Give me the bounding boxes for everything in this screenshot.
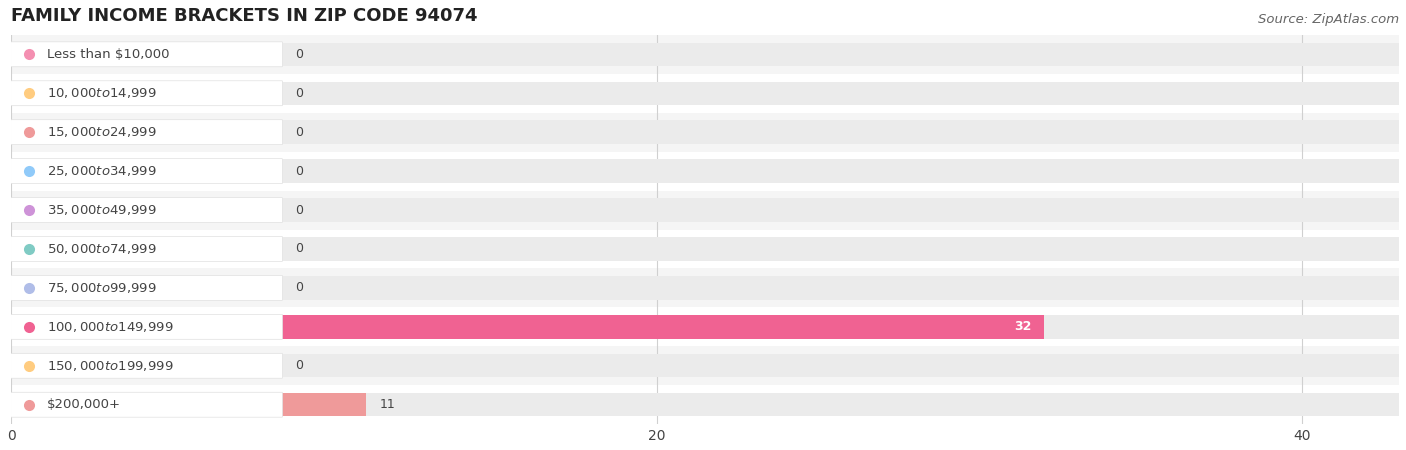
FancyBboxPatch shape [11,275,283,301]
Text: FAMILY INCOME BRACKETS IN ZIP CODE 94074: FAMILY INCOME BRACKETS IN ZIP CODE 94074 [11,7,478,25]
Text: $75,000 to $99,999: $75,000 to $99,999 [46,281,156,295]
Bar [11,237,1399,261]
FancyBboxPatch shape [11,353,283,378]
Bar [11,315,1045,338]
Text: Less than $10,000: Less than $10,000 [46,48,169,61]
Bar [11,112,1399,152]
Bar [11,354,1399,378]
Text: $15,000 to $24,999: $15,000 to $24,999 [46,125,156,139]
Text: $150,000 to $199,999: $150,000 to $199,999 [46,359,173,373]
Bar [11,198,1399,222]
Bar [11,307,1399,346]
Bar [11,269,1399,307]
Text: $200,000+: $200,000+ [46,398,121,411]
Bar [11,230,1399,269]
FancyBboxPatch shape [11,237,283,261]
Text: 0: 0 [295,126,302,139]
Text: 0: 0 [295,203,302,216]
Text: Source: ZipAtlas.com: Source: ZipAtlas.com [1258,14,1399,27]
Text: 32: 32 [1014,320,1031,333]
Bar [11,385,1399,424]
Bar [11,346,1399,385]
Text: $50,000 to $74,999: $50,000 to $74,999 [46,242,156,256]
Text: 0: 0 [295,165,302,178]
Bar [11,191,1399,230]
Text: 11: 11 [380,398,395,411]
Bar [11,74,1399,112]
Bar [11,315,1399,338]
Text: 0: 0 [295,281,302,294]
Bar [11,276,1399,300]
FancyBboxPatch shape [11,159,283,184]
Text: 0: 0 [295,243,302,256]
FancyBboxPatch shape [11,198,283,222]
Text: $100,000 to $149,999: $100,000 to $149,999 [46,320,173,334]
FancyBboxPatch shape [11,81,283,106]
Text: $25,000 to $34,999: $25,000 to $34,999 [46,164,156,178]
Bar [11,152,1399,191]
Text: 0: 0 [295,48,302,61]
FancyBboxPatch shape [11,42,283,67]
FancyBboxPatch shape [11,392,283,417]
Bar [11,393,367,416]
Bar [11,121,1399,144]
Bar [11,81,1399,105]
FancyBboxPatch shape [11,315,283,339]
FancyBboxPatch shape [11,120,283,144]
Text: $10,000 to $14,999: $10,000 to $14,999 [46,86,156,100]
Bar [11,393,1399,416]
Text: 0: 0 [295,359,302,372]
Text: 0: 0 [295,87,302,100]
Bar [11,35,1399,74]
Bar [11,159,1399,183]
Text: $35,000 to $49,999: $35,000 to $49,999 [46,203,156,217]
Bar [11,43,1399,66]
